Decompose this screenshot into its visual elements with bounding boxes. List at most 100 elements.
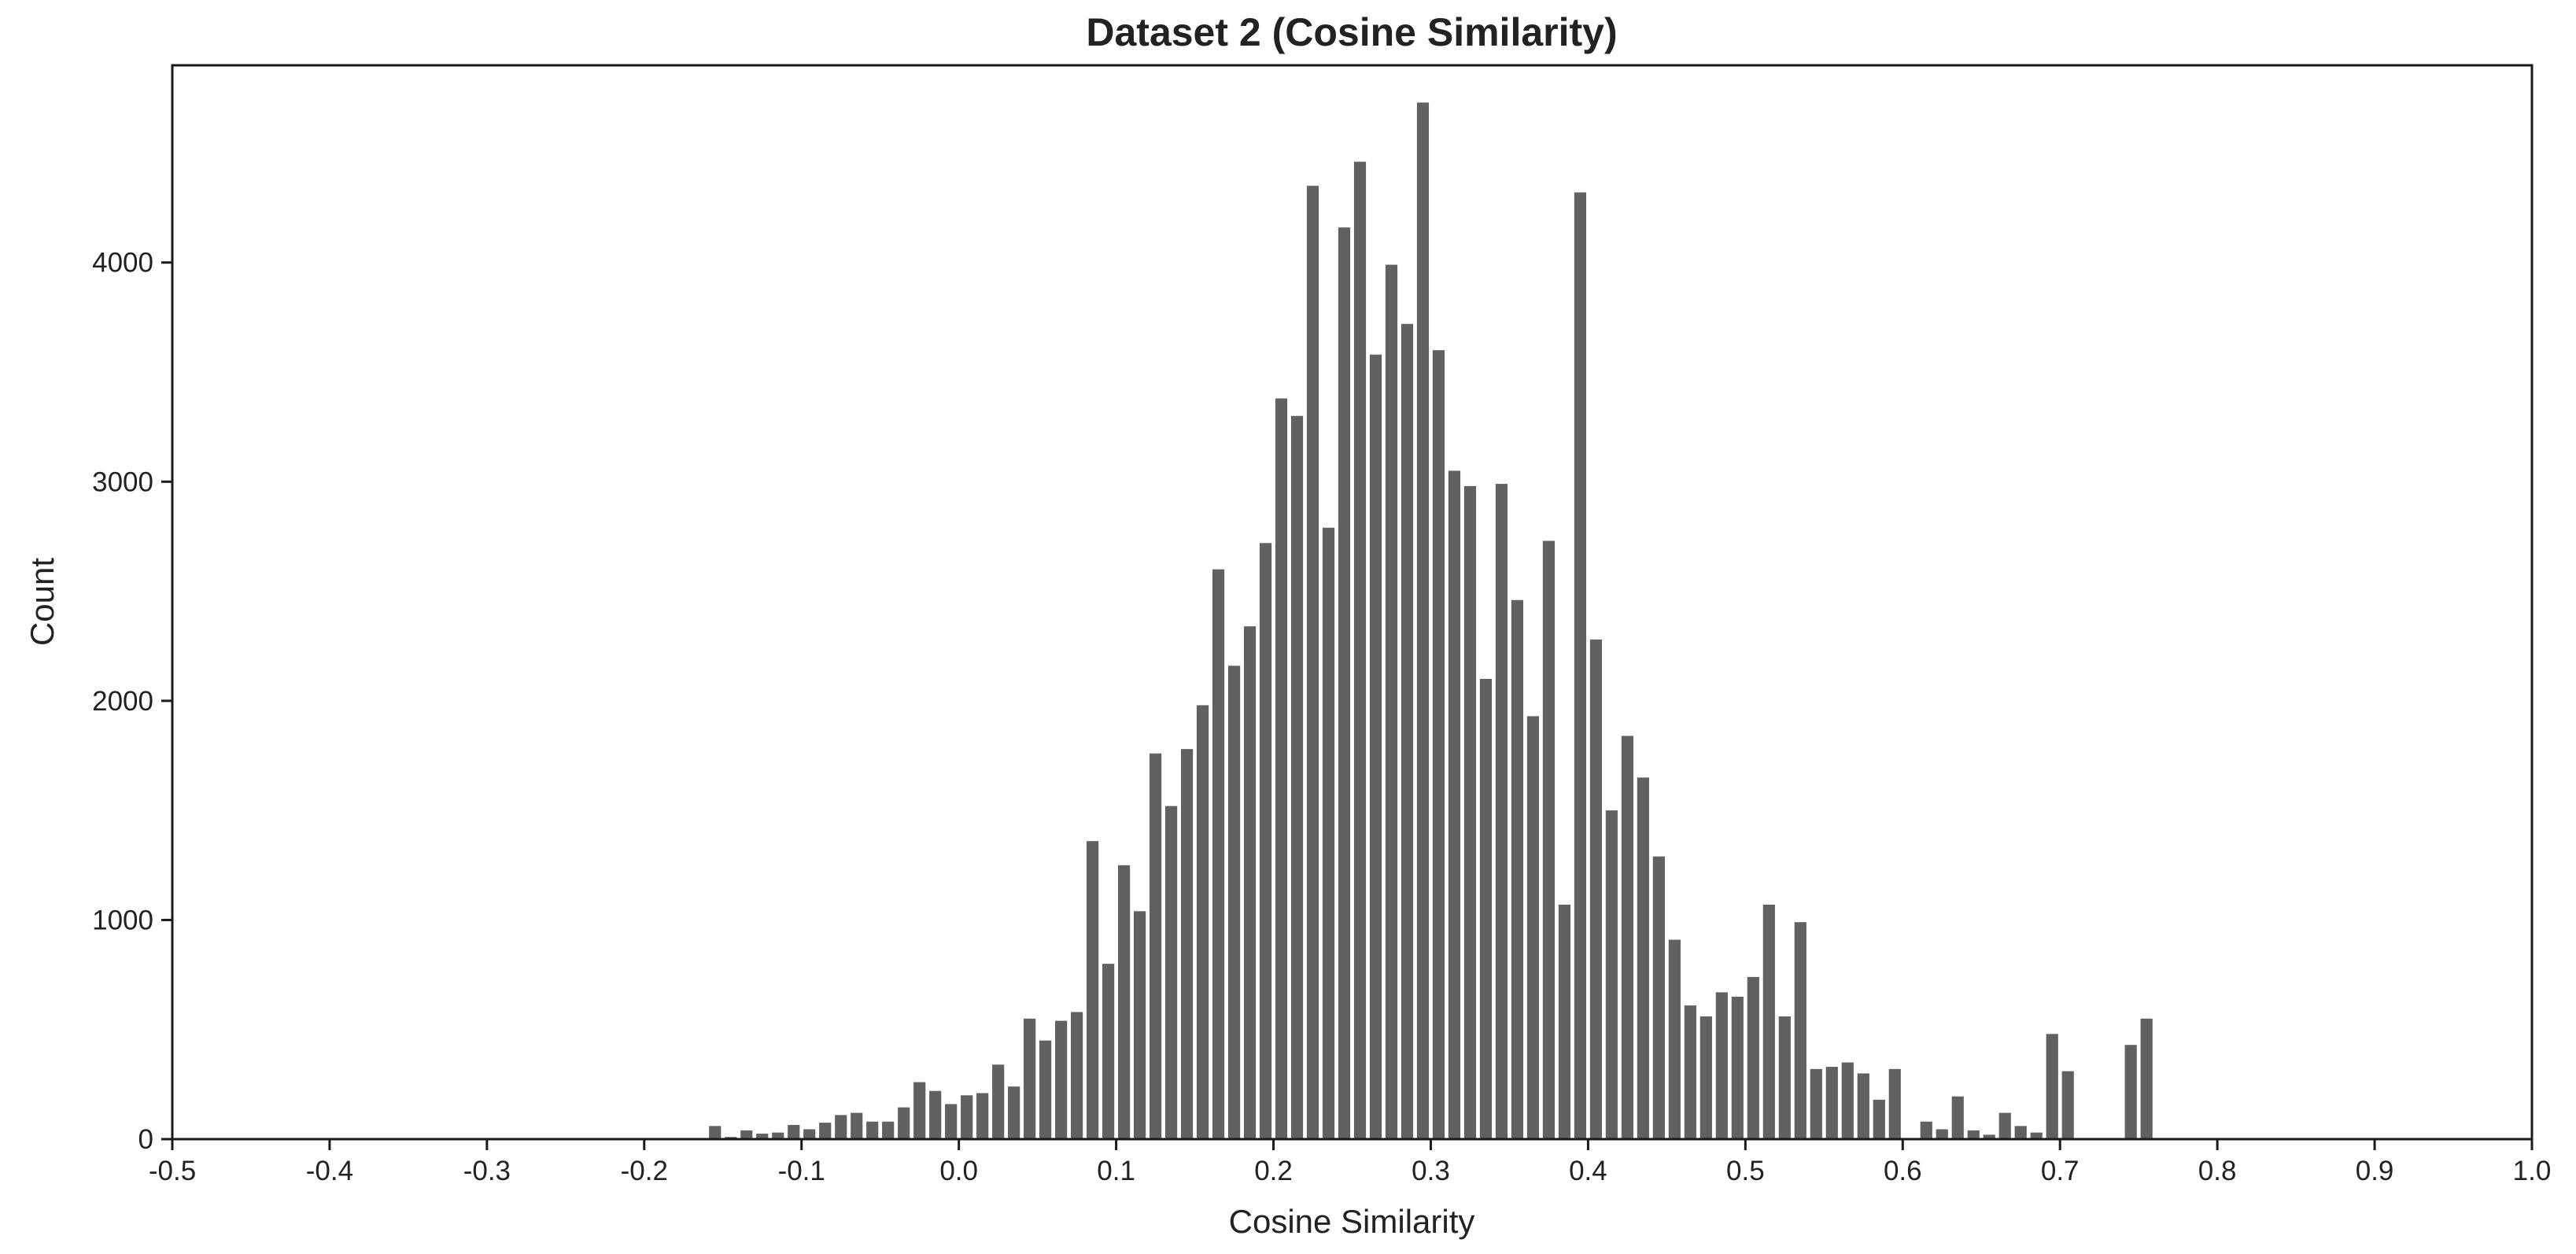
histogram-bar <box>1574 192 1586 1139</box>
histogram-bar <box>913 1082 926 1139</box>
histogram-bar <box>929 1090 942 1139</box>
x-tick-label: -0.1 <box>778 1156 825 1186</box>
histogram-bar <box>1652 856 1665 1139</box>
x-tick-label: 0.5 <box>1726 1156 1765 1186</box>
y-tick-label: 3000 <box>92 467 153 497</box>
histogram-bar <box>1951 1096 1964 1139</box>
histogram-bar <box>1542 540 1556 1139</box>
histogram-bar <box>1888 1068 1901 1139</box>
histogram-bar <box>1133 911 1146 1139</box>
x-tick-label: 0.0 <box>939 1156 978 1186</box>
histogram-bar <box>1102 964 1115 1139</box>
histogram-bar <box>1605 810 1618 1139</box>
histogram-bar <box>1684 1005 1696 1139</box>
histogram-bar <box>1290 415 1304 1139</box>
histogram-bar <box>1873 1099 1885 1139</box>
histogram-bar <box>2046 1034 2058 1139</box>
histogram-bar <box>1385 264 1398 1139</box>
bars-group <box>709 102 2153 1140</box>
histogram-bar <box>1857 1073 1869 1139</box>
histogram-bar <box>1778 1016 1791 1139</box>
histogram-bar <box>2124 1045 2137 1139</box>
histogram-bar <box>1967 1130 1980 1139</box>
plot-frame <box>171 64 2534 1141</box>
histogram-bar <box>1039 1040 1052 1139</box>
histogram-bar <box>1369 354 1382 1140</box>
histogram-bar <box>2014 1126 2027 1139</box>
histogram-bar <box>1306 186 1319 1140</box>
histogram-bar <box>1825 1067 1838 1139</box>
x-tick-label: -0.4 <box>306 1156 353 1186</box>
histogram-bar <box>740 1130 753 1139</box>
y-tick-label: 1000 <box>92 905 153 935</box>
histogram-bar <box>1463 485 1477 1139</box>
histogram-bar <box>803 1129 816 1139</box>
histogram-bar <box>1227 666 1241 1139</box>
histogram-bar <box>819 1123 832 1139</box>
histogram-bar <box>1479 679 1493 1139</box>
histogram-bar <box>835 1115 847 1139</box>
x-tick-label: 0.2 <box>1254 1156 1293 1186</box>
histogram-bar <box>1401 323 1414 1140</box>
histogram-bar <box>1762 904 1775 1139</box>
histogram-bar <box>2030 1132 2043 1139</box>
histogram-bar <box>1668 939 1681 1139</box>
histogram-bar <box>1699 1016 1712 1139</box>
histogram-bar <box>1024 1018 1036 1139</box>
histogram-bar <box>1416 102 1430 1140</box>
x-tick-label: 0.3 <box>1412 1156 1450 1186</box>
histogram-bar <box>1212 569 1225 1139</box>
histogram-bar <box>1164 806 1178 1139</box>
x-tick-label: -0.3 <box>463 1156 511 1186</box>
histogram-bar <box>1731 996 1744 1139</box>
x-tick-label: -0.2 <box>621 1156 668 1186</box>
x-tick-label: 0.6 <box>1884 1156 1922 1186</box>
histogram-bar <box>1920 1121 1932 1139</box>
histogram-bar <box>1715 992 1728 1139</box>
histogram-bar <box>1841 1062 1854 1139</box>
histogram-bar <box>882 1121 895 1139</box>
histogram-bar <box>945 1104 958 1139</box>
histogram-bar <box>1495 484 1508 1139</box>
histogram-bar <box>1936 1129 1948 1139</box>
x-axis-label: Cosine Similarity <box>1229 1203 1475 1240</box>
histogram-bar <box>2061 1071 2074 1139</box>
y-axis-label: Count <box>24 558 61 646</box>
histogram-bar <box>1196 705 1209 1139</box>
y-tick-label: 0 <box>138 1124 153 1155</box>
x-tick-label: 0.4 <box>1569 1156 1607 1186</box>
histogram-bar <box>1621 736 1633 1139</box>
chart-title: Dataset 2 (Cosine Similarity) <box>1086 10 1617 54</box>
histogram-bar <box>1338 227 1351 1139</box>
y-tick-label: 2000 <box>92 686 153 717</box>
histogram-bar <box>1087 841 1099 1139</box>
histogram-bar <box>788 1124 800 1139</box>
histogram-bar <box>1432 350 1445 1139</box>
x-tick-label: 0.8 <box>2198 1156 2237 1186</box>
histogram-bar <box>1008 1086 1020 1139</box>
histogram-bar <box>1180 749 1194 1139</box>
histogram-bar <box>1810 1068 1822 1139</box>
histogram-bar <box>1637 777 1649 1139</box>
histogram-bar <box>1747 976 1759 1139</box>
y-tick-label: 4000 <box>92 248 153 278</box>
histogram-bar <box>1511 599 1524 1139</box>
histogram-bar <box>1589 639 1602 1139</box>
histogram-bar <box>1071 1012 1083 1139</box>
histogram-bar <box>1794 922 1807 1139</box>
x-axis: -0.5 -0.4 -0.3 -0.2 -0.1 0.0 0.1 0.2 0.3 0.4 0.5 0.… <box>149 1139 2551 1186</box>
histogram-bar <box>709 1126 722 1139</box>
histogram-bar <box>1275 398 1288 1139</box>
histogram-bar <box>1998 1112 2011 1139</box>
histogram-bar <box>772 1132 784 1139</box>
histogram-bar <box>756 1134 769 1139</box>
histogram-bar <box>1322 527 1335 1139</box>
x-tick-label: 0.9 <box>2356 1156 2394 1186</box>
y-axis: 0 1000 2000 3000 4000 <box>92 248 172 1155</box>
x-tick-label: 1.0 <box>2513 1156 2552 1186</box>
histogram-bar <box>1243 626 1257 1139</box>
histogram-bar <box>866 1121 879 1139</box>
histogram-bar <box>1118 865 1131 1139</box>
x-tick-label: -0.5 <box>149 1156 196 1186</box>
